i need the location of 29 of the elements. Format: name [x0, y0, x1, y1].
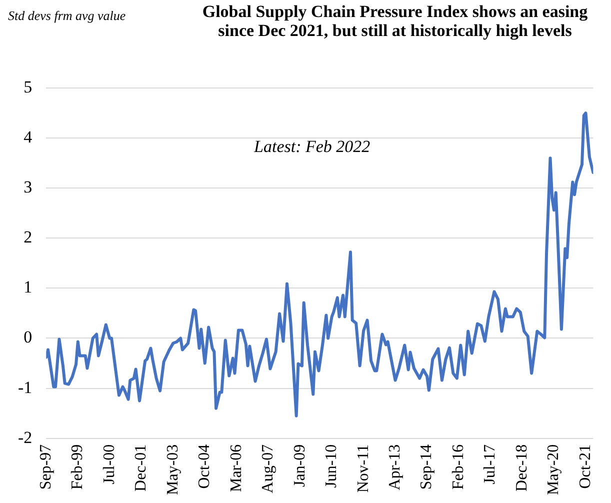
x-tick-label: Apr-13 — [386, 444, 404, 490]
y-tick-label: 0 — [24, 328, 32, 347]
x-tick-label: Feb-16 — [450, 444, 467, 490]
x-tick-label: Dec-01 — [132, 444, 150, 492]
y-tick-label: 5 — [24, 77, 32, 96]
x-tick-label: Sep-97 — [37, 444, 54, 490]
x-tick-label: Mar-06 — [228, 444, 245, 492]
chart-title: Global Supply Chain Pressure Index shows an easing since Dec 2021, but still at historically high levels — [201, 2, 589, 40]
x-tick-label: Oct-21 — [576, 444, 594, 489]
x-tick-label: Sep-14 — [418, 444, 436, 490]
x-tick-label: Dec-18 — [513, 444, 530, 492]
y-tick-label: -2 — [18, 428, 32, 447]
x-tick-label: Aug-07 — [260, 444, 277, 494]
y-tick-label: 3 — [24, 178, 32, 197]
annotation: Latest: Feb 2022 — [253, 137, 371, 156]
x-tick-label: Oct-04 — [196, 444, 214, 489]
y-tick-label: 2 — [24, 228, 32, 247]
y-tick-label: -1 — [18, 378, 32, 397]
y-tick-label: 4 — [24, 128, 33, 147]
x-tick-label: Jul-17 — [482, 444, 499, 484]
x-tick-label: May-20 — [545, 444, 562, 495]
x-tick-label: May-03 — [164, 444, 182, 495]
y-tick-label: 1 — [24, 278, 32, 297]
y-axis-title: Std devs frm avg value — [8, 8, 127, 24]
x-tick-label: Jul-00 — [100, 444, 118, 484]
x-tick-label: Feb-99 — [69, 444, 86, 490]
x-tick-label: Nov-11 — [354, 444, 372, 493]
x-tick-label: Jan-09 — [291, 444, 308, 487]
x-tick-label: Jun-10 — [323, 444, 340, 488]
